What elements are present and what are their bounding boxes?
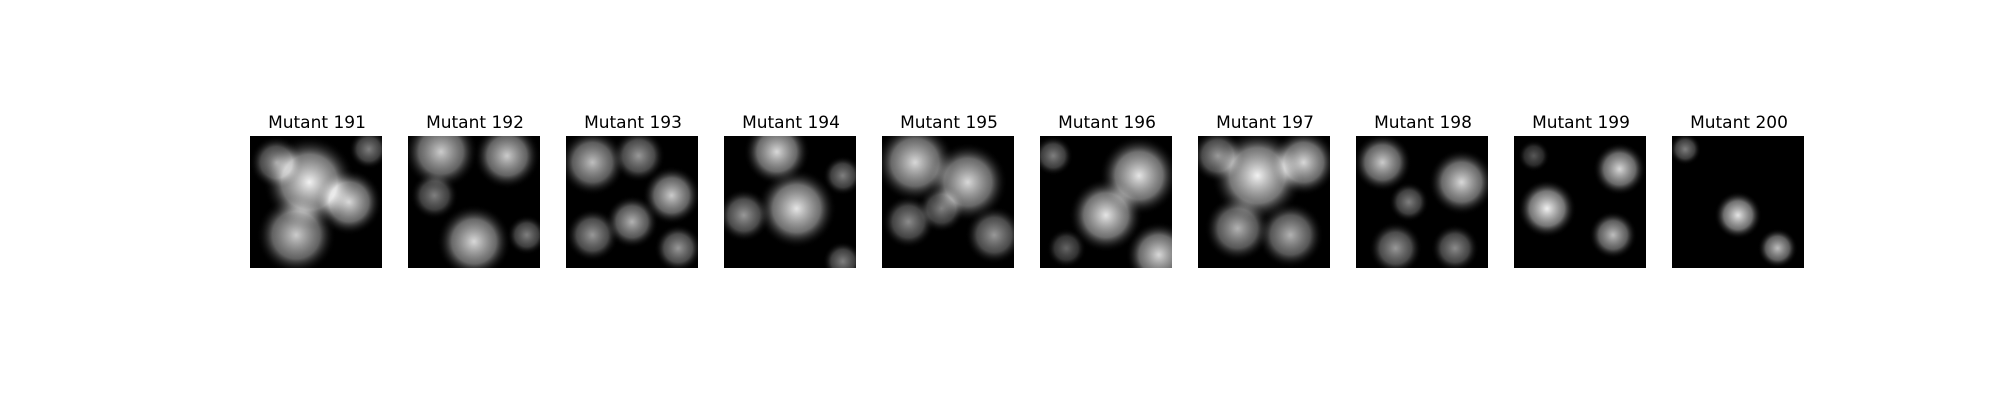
panel-mutant-195: Mutant 195 — [882, 112, 1016, 268]
panel-title: Mutant 198 — [1374, 113, 1472, 133]
panel-mutant-196: Mutant 196 — [1040, 112, 1174, 268]
mutant-image — [408, 136, 540, 268]
panel-title: Mutant 193 — [584, 113, 682, 133]
panel-mutant-194: Mutant 194 — [724, 112, 858, 268]
panel-title: Mutant 199 — [1532, 113, 1630, 133]
panel-title: Mutant 192 — [426, 113, 524, 133]
panel-mutant-191: Mutant 191 — [250, 112, 384, 268]
mutant-image — [1198, 136, 1330, 268]
panel-mutant-193: Mutant 193 — [566, 112, 700, 268]
mutant-image — [1672, 136, 1804, 268]
panel-title: Mutant 196 — [1058, 113, 1156, 133]
mutant-image — [882, 136, 1014, 268]
mutant-image — [566, 136, 698, 268]
panel-mutant-192: Mutant 192 — [408, 112, 542, 268]
panel-title: Mutant 200 — [1690, 113, 1788, 133]
panel-mutant-197: Mutant 197 — [1198, 112, 1332, 268]
mutant-image — [250, 136, 382, 268]
panel-mutant-198: Mutant 198 — [1356, 112, 1490, 268]
mutant-image — [724, 136, 856, 268]
panel-mutant-200: Mutant 200 — [1672, 112, 1806, 268]
panel-title: Mutant 195 — [900, 113, 998, 133]
panel-title: Mutant 194 — [742, 113, 840, 133]
panel-title: Mutant 191 — [268, 113, 366, 133]
mutant-image — [1514, 136, 1646, 268]
mutant-image — [1356, 136, 1488, 268]
panel-title: Mutant 197 — [1216, 113, 1314, 133]
panel-mutant-199: Mutant 199 — [1514, 112, 1648, 268]
mutant-image — [1040, 136, 1172, 268]
